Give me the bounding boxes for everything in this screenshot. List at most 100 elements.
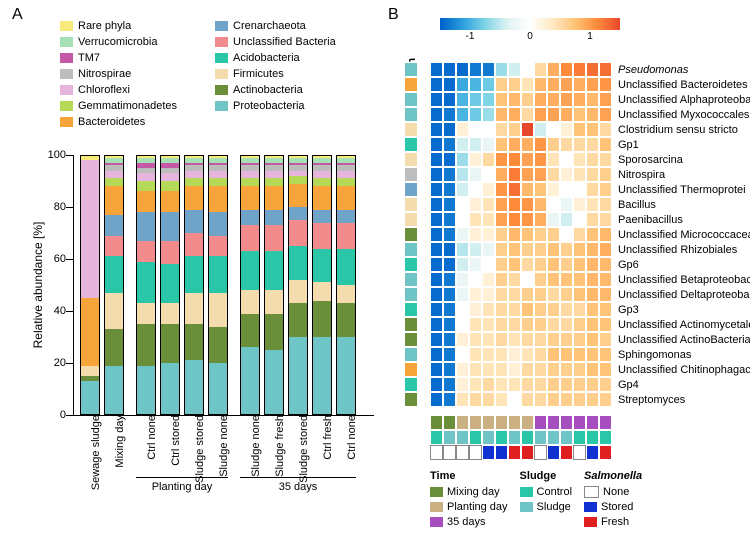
bar-segment	[104, 171, 124, 179]
heatmap-cell	[469, 257, 482, 272]
phylum-cell	[404, 332, 418, 347]
heatmap-cell	[469, 242, 482, 257]
heatmap-cell	[430, 77, 443, 92]
heatmap-cell	[586, 122, 599, 137]
phylum-cell	[404, 62, 418, 77]
heatmap-cell	[573, 377, 586, 392]
heatmap-cell	[521, 152, 534, 167]
legend-label: Mixing day	[447, 486, 500, 498]
legend-swatch	[215, 101, 228, 111]
x-tick-label: Ctrl fresh	[318, 415, 334, 460]
heatmap-cell	[534, 317, 547, 332]
heatmap-cell	[508, 197, 521, 212]
heatmap-cell	[456, 92, 469, 107]
row-label: Sporosarcina	[618, 152, 750, 167]
heatmap-annotations	[430, 415, 612, 460]
row-label: Unclassified Rhizobiales	[618, 242, 750, 257]
heatmap-cell	[508, 62, 521, 77]
heatmap-cell	[599, 392, 612, 407]
legend-item: Verrucomicrobia	[60, 34, 210, 50]
heatmap-cell	[534, 62, 547, 77]
heatmap-cell	[573, 287, 586, 302]
legend-swatch	[60, 101, 73, 111]
heatmap-cell	[430, 167, 443, 182]
heatmap-cell	[573, 137, 586, 152]
heatmap-cell	[495, 62, 508, 77]
annotation-cell	[456, 445, 469, 460]
bar-segment	[336, 210, 356, 223]
heatmap-cell	[495, 317, 508, 332]
heatmap-cell	[430, 197, 443, 212]
heatmap-cell	[508, 392, 521, 407]
heatmap-cell	[560, 242, 573, 257]
heatmap-cell	[521, 212, 534, 227]
annotation-cell	[599, 415, 612, 430]
heatmap-cell	[469, 332, 482, 347]
heatmap-cell	[599, 212, 612, 227]
stacked-bar	[288, 155, 308, 415]
heatmap-cell	[456, 362, 469, 377]
bar-segment	[312, 223, 332, 249]
heatmap-cell	[430, 332, 443, 347]
bar-segment	[160, 181, 180, 191]
heatmap-cell	[508, 377, 521, 392]
legend-item: Stored	[584, 499, 642, 514]
heatmap-cell	[469, 227, 482, 242]
heatmap-cell	[521, 197, 534, 212]
heatmap-cell	[547, 212, 560, 227]
heatmap-cell	[586, 332, 599, 347]
legend-swatch	[584, 502, 597, 512]
annotation-cell	[560, 445, 573, 460]
y-tick-label: 40	[36, 305, 66, 317]
heatmap-cell	[443, 242, 456, 257]
bar-segment	[160, 173, 180, 181]
bar-segment	[208, 256, 228, 292]
heatmap-cell	[521, 377, 534, 392]
heatmap-cell	[508, 287, 521, 302]
legend-swatch	[60, 21, 73, 31]
legend-item: Fresh	[584, 514, 642, 529]
heatmap-cell	[573, 392, 586, 407]
legend-item: Bacteroidetes	[60, 114, 210, 130]
heatmap-cell	[456, 272, 469, 287]
heatmap-cell	[560, 227, 573, 242]
annotation-cell	[521, 445, 534, 460]
stacked-bar	[80, 155, 100, 415]
bar-segment	[184, 178, 204, 186]
heatmap-cell	[443, 92, 456, 107]
heatmap-cell	[573, 242, 586, 257]
legend-label: TM7	[78, 52, 100, 64]
bar-segment	[312, 171, 332, 179]
panel-b-label: B	[388, 6, 399, 24]
heatmap-cell	[482, 227, 495, 242]
legend-label: Rare phyla	[78, 20, 131, 32]
heatmap-cell	[495, 242, 508, 257]
legend-swatch	[215, 53, 228, 63]
heatmap-cell	[521, 332, 534, 347]
heatmap-cell	[521, 272, 534, 287]
bar-segment	[312, 186, 332, 209]
heatmap-cell	[469, 62, 482, 77]
heatmap-cell	[443, 152, 456, 167]
heatmap-cell	[599, 137, 612, 152]
heatmap-cell	[456, 212, 469, 227]
row-label: Clostridium sensu stricto	[618, 122, 750, 137]
heatmap-cell	[430, 212, 443, 227]
heatmap-cell	[521, 167, 534, 182]
panel-b: -101 Phylum PseudomonasUnclassified Bact…	[400, 10, 740, 530]
x-tick-label: Sludge none	[214, 415, 230, 477]
heatmap-cell	[599, 197, 612, 212]
annotation-cell	[443, 430, 456, 445]
phylum-cell	[404, 347, 418, 362]
scale-tick: 1	[587, 31, 593, 42]
bar-segment	[264, 186, 284, 209]
bar-segment	[136, 212, 156, 241]
annotation-cell	[573, 445, 586, 460]
heatmap-cell	[599, 92, 612, 107]
row-label: Pseudomonas	[618, 62, 750, 77]
heatmap-cell	[430, 227, 443, 242]
heatmap-cell	[547, 167, 560, 182]
heatmap-cell	[430, 362, 443, 377]
heatmap-cell	[456, 152, 469, 167]
heatmap-cell	[495, 152, 508, 167]
